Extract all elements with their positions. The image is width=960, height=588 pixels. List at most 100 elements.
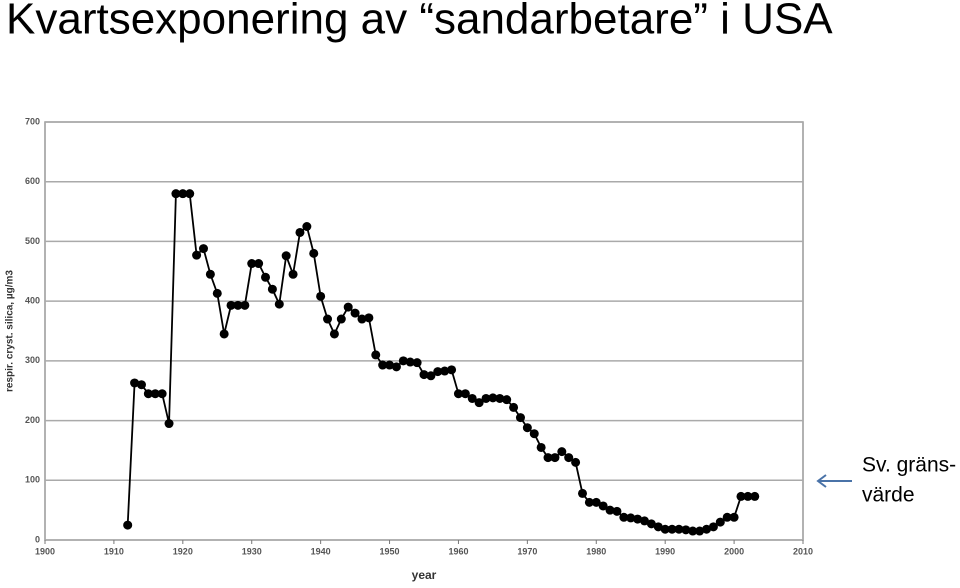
marker — [557, 447, 567, 457]
marker — [171, 189, 181, 199]
marker — [715, 517, 725, 527]
marker — [584, 497, 594, 507]
y-tick-label: 700 — [25, 116, 40, 126]
marker — [474, 398, 484, 408]
x-tick-label: 1930 — [242, 546, 262, 556]
marker — [336, 314, 346, 324]
marker — [274, 299, 284, 309]
y-tick-label: 100 — [25, 475, 40, 485]
y-tick-label: 0 — [35, 534, 40, 544]
marker — [419, 370, 429, 380]
marker — [722, 512, 732, 522]
annotation: värde — [862, 484, 915, 507]
marker — [750, 491, 760, 501]
marker — [736, 491, 746, 501]
marker — [329, 329, 339, 339]
marker — [150, 389, 160, 399]
marker — [350, 308, 360, 318]
marker — [633, 514, 643, 524]
plot-area — [44, 121, 804, 541]
x-tick-label: 2000 — [724, 546, 744, 556]
marker — [619, 512, 629, 522]
x-tick-label: 1900 — [35, 546, 55, 556]
marker — [626, 513, 636, 523]
marker — [343, 302, 353, 312]
marker — [164, 419, 174, 429]
marker — [198, 244, 208, 254]
marker — [729, 512, 739, 522]
marker — [398, 356, 408, 366]
x-tick-label: 2010 — [793, 546, 813, 556]
marker — [447, 365, 457, 375]
marker — [502, 395, 512, 405]
marker — [261, 272, 271, 282]
marker — [488, 393, 498, 403]
marker — [653, 522, 663, 532]
marker — [391, 362, 401, 372]
marker — [598, 501, 608, 511]
marker — [543, 453, 553, 463]
marker — [743, 491, 753, 501]
marker — [385, 360, 395, 370]
y-tick-label: 400 — [25, 296, 40, 306]
marker — [226, 300, 236, 310]
marker — [288, 269, 298, 279]
marker — [254, 259, 264, 269]
annotation: Sv. gräns- — [862, 454, 956, 477]
x-tick-label: 1910 — [104, 546, 124, 556]
x-tick-label: 1940 — [311, 546, 331, 556]
marker — [192, 250, 202, 260]
marker — [433, 367, 443, 377]
y-axis-label: respir. cryst. silica, µg/m3 — [5, 270, 16, 392]
x-tick-label: 1950 — [380, 546, 400, 556]
marker — [212, 288, 222, 298]
marker — [605, 505, 615, 515]
marker — [646, 519, 656, 529]
marker — [426, 371, 436, 381]
marker — [481, 393, 491, 403]
marker — [522, 423, 532, 433]
marker — [515, 413, 525, 423]
marker — [640, 516, 650, 526]
x-tick-label: 1980 — [586, 546, 606, 556]
marker — [495, 393, 505, 403]
marker — [674, 524, 684, 534]
arrow-head — [816, 474, 827, 488]
marker — [702, 524, 712, 534]
marker — [708, 522, 718, 532]
marker — [378, 360, 388, 370]
marker — [247, 259, 257, 269]
marker — [240, 300, 250, 310]
x-axis-label: year — [412, 568, 437, 582]
marker — [509, 402, 519, 412]
marker — [467, 393, 477, 403]
marker — [281, 251, 291, 261]
marker — [295, 227, 305, 237]
marker — [412, 358, 422, 368]
marker — [688, 526, 698, 536]
marker — [564, 453, 574, 463]
y-tick-label: 500 — [25, 236, 40, 246]
marker — [219, 329, 229, 339]
y-tick-label: 200 — [25, 415, 40, 425]
marker — [660, 524, 670, 534]
marker — [371, 350, 381, 360]
marker — [440, 366, 450, 376]
marker — [695, 526, 705, 536]
marker — [233, 300, 243, 310]
marker — [323, 314, 333, 324]
marker — [550, 453, 560, 463]
marker — [529, 429, 539, 439]
marker — [405, 357, 415, 367]
marker — [667, 524, 677, 534]
x-tick-label: 1990 — [655, 546, 675, 556]
marker — [185, 189, 195, 199]
marker — [143, 389, 153, 399]
x-tick-label: 1970 — [517, 546, 537, 556]
marker — [536, 442, 546, 452]
marker — [316, 291, 326, 301]
marker — [309, 248, 319, 258]
marker — [136, 380, 146, 390]
marker — [157, 389, 167, 399]
